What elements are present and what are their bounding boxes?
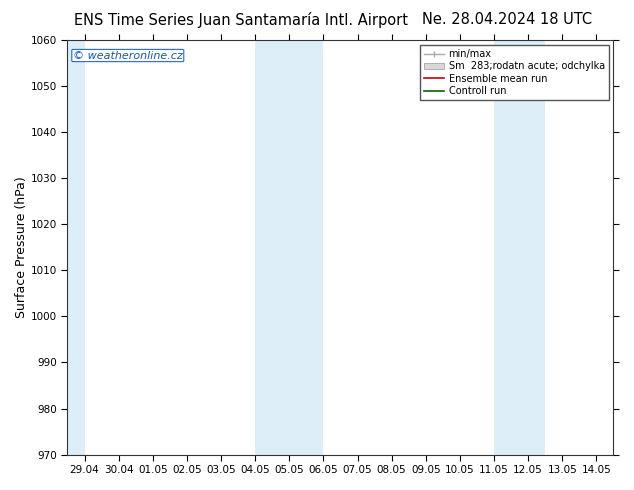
Text: ENS Time Series Juan Santamaría Intl. Airport: ENS Time Series Juan Santamaría Intl. Ai… (74, 12, 408, 28)
Y-axis label: Surface Pressure (hPa): Surface Pressure (hPa) (15, 176, 28, 318)
Text: © weatheronline.cz: © weatheronline.cz (73, 50, 183, 61)
Bar (494, 40, 545, 455)
Text: Ne. 28.04.2024 18 UTC: Ne. 28.04.2024 18 UTC (422, 12, 592, 27)
Bar (67, 40, 84, 455)
Legend: min/max, Sm  283;rodatn acute; odchylka, Ensemble mean run, Controll run: min/max, Sm 283;rodatn acute; odchylka, … (420, 45, 609, 100)
Bar (255, 40, 323, 455)
